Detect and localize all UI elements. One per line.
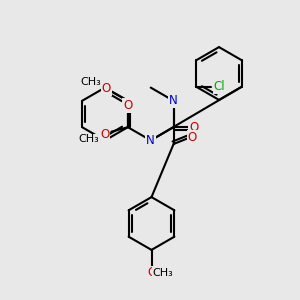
Text: O: O bbox=[147, 266, 156, 280]
Text: N: N bbox=[146, 134, 155, 147]
Text: O: O bbox=[102, 82, 111, 95]
Text: O: O bbox=[188, 131, 197, 144]
Text: CH₃: CH₃ bbox=[80, 77, 101, 87]
Text: O: O bbox=[123, 99, 133, 112]
Text: N: N bbox=[169, 94, 178, 107]
Text: O: O bbox=[189, 121, 199, 134]
Text: Cl: Cl bbox=[214, 80, 225, 93]
Text: O: O bbox=[100, 128, 110, 141]
Text: CH₃: CH₃ bbox=[152, 268, 173, 278]
Text: CH₃: CH₃ bbox=[78, 134, 99, 145]
